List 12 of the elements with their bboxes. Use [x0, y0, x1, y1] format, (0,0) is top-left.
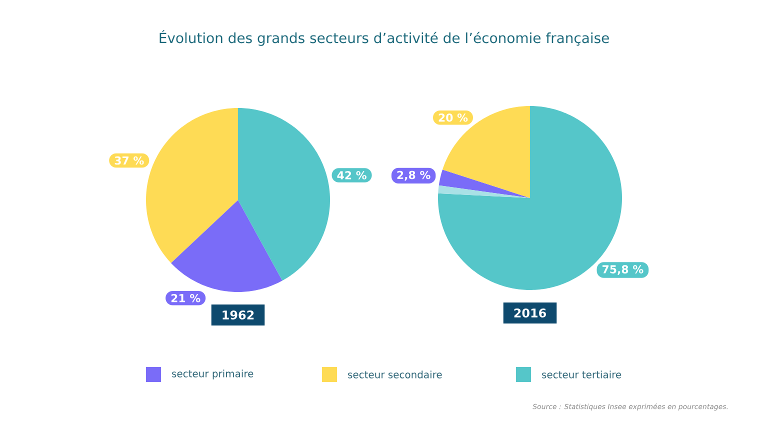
legend-label: secteur secondaire — [348, 370, 442, 378]
data-label: 2,8 % — [397, 170, 430, 181]
legend-label: secteur tertiaire — [542, 370, 622, 378]
data-label: 20 % — [438, 113, 468, 122]
data-label: 37 % — [114, 156, 144, 165]
data-label: 42 % — [337, 171, 366, 180]
data-label: 75,8 % — [602, 265, 644, 275]
data-label: 21 % — [171, 294, 200, 302]
legend-label: secteur primaire — [172, 370, 254, 380]
text: 2016 — [514, 308, 546, 318]
chart-title: Évolution des grands secteurs d’activité de l’économie française — [160, 30, 609, 46]
text: 1962 — [222, 310, 254, 320]
